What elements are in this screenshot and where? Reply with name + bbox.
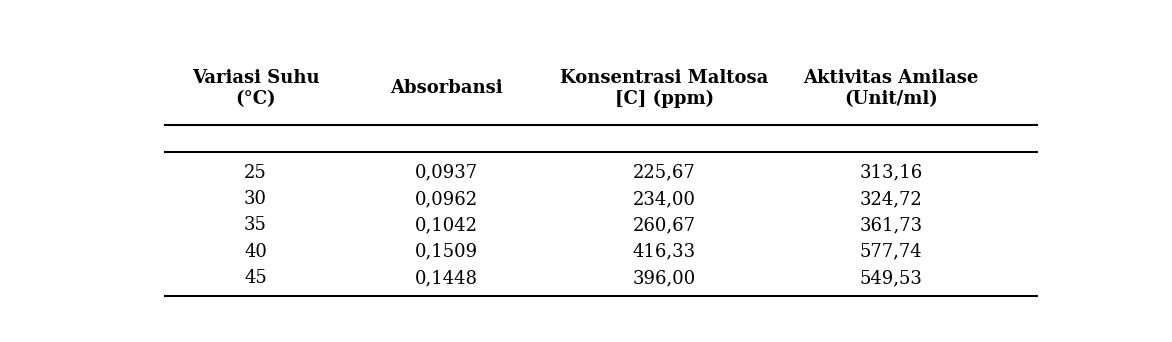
Text: 35: 35 — [244, 216, 267, 234]
Text: 0,1448: 0,1448 — [415, 269, 478, 287]
Text: Konsentrasi Maltosa
[C] (ppm): Konsentrasi Maltosa [C] (ppm) — [560, 69, 769, 108]
Text: 225,67: 225,67 — [633, 164, 696, 182]
Text: 260,67: 260,67 — [633, 216, 696, 234]
Text: Absorbansi: Absorbansi — [390, 79, 503, 97]
Text: 324,72: 324,72 — [860, 190, 922, 208]
Text: 416,33: 416,33 — [633, 243, 696, 261]
Text: 40: 40 — [244, 243, 267, 261]
Text: 25: 25 — [244, 164, 267, 182]
Text: Variasi Suhu
(°C): Variasi Suhu (°C) — [192, 69, 319, 108]
Text: 0,0937: 0,0937 — [415, 164, 478, 182]
Text: 30: 30 — [244, 190, 267, 208]
Text: 45: 45 — [244, 269, 267, 287]
Text: 0,1509: 0,1509 — [415, 243, 478, 261]
Text: Aktivitas Amilase
(Unit/ml): Aktivitas Amilase (Unit/ml) — [804, 69, 979, 108]
Text: 396,00: 396,00 — [633, 269, 696, 287]
Text: 361,73: 361,73 — [860, 216, 922, 234]
Text: 313,16: 313,16 — [860, 164, 922, 182]
Text: 549,53: 549,53 — [860, 269, 922, 287]
Text: 234,00: 234,00 — [633, 190, 696, 208]
Text: 0,0962: 0,0962 — [415, 190, 478, 208]
Text: 577,74: 577,74 — [860, 243, 922, 261]
Text: 0,1042: 0,1042 — [415, 216, 478, 234]
